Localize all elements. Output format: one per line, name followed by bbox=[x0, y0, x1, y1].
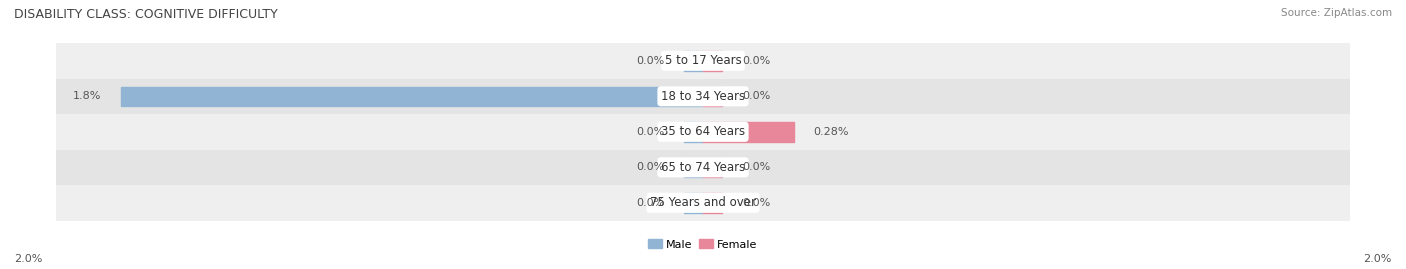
Text: 5 to 17 Years: 5 to 17 Years bbox=[665, 54, 741, 67]
Text: DISABILITY CLASS: COGNITIVE DIFFICULTY: DISABILITY CLASS: COGNITIVE DIFFICULTY bbox=[14, 8, 278, 21]
Bar bbox=[56, 150, 1350, 185]
Text: 65 to 74 Years: 65 to 74 Years bbox=[661, 161, 745, 174]
Bar bbox=[703, 51, 723, 70]
Text: 0.0%: 0.0% bbox=[742, 162, 770, 172]
Bar bbox=[683, 158, 703, 177]
Bar bbox=[56, 185, 1350, 221]
Bar bbox=[703, 158, 723, 177]
Text: 0.0%: 0.0% bbox=[636, 127, 664, 137]
Text: Source: ZipAtlas.com: Source: ZipAtlas.com bbox=[1281, 8, 1392, 18]
Bar bbox=[683, 122, 703, 141]
Text: 0.0%: 0.0% bbox=[742, 198, 770, 208]
Bar bbox=[56, 43, 1350, 79]
Text: 2.0%: 2.0% bbox=[1364, 254, 1392, 264]
Text: 0.0%: 0.0% bbox=[636, 56, 664, 66]
Text: 2.0%: 2.0% bbox=[14, 254, 42, 264]
Legend: Male, Female: Male, Female bbox=[644, 235, 762, 254]
Text: 18 to 34 Years: 18 to 34 Years bbox=[661, 90, 745, 103]
Text: 0.0%: 0.0% bbox=[636, 162, 664, 172]
Text: 35 to 64 Years: 35 to 64 Years bbox=[661, 125, 745, 138]
Text: 0.0%: 0.0% bbox=[742, 91, 770, 101]
Bar bbox=[56, 79, 1350, 114]
Bar bbox=[683, 193, 703, 213]
Bar bbox=[683, 51, 703, 70]
Bar bbox=[703, 122, 793, 141]
Bar bbox=[703, 193, 723, 213]
Bar bbox=[703, 87, 723, 106]
Bar bbox=[121, 87, 703, 106]
Text: 0.28%: 0.28% bbox=[813, 127, 848, 137]
Text: 75 Years and over: 75 Years and over bbox=[650, 196, 756, 209]
Text: 0.0%: 0.0% bbox=[636, 198, 664, 208]
Text: 0.0%: 0.0% bbox=[742, 56, 770, 66]
Bar bbox=[56, 114, 1350, 150]
Text: 1.8%: 1.8% bbox=[73, 91, 101, 101]
